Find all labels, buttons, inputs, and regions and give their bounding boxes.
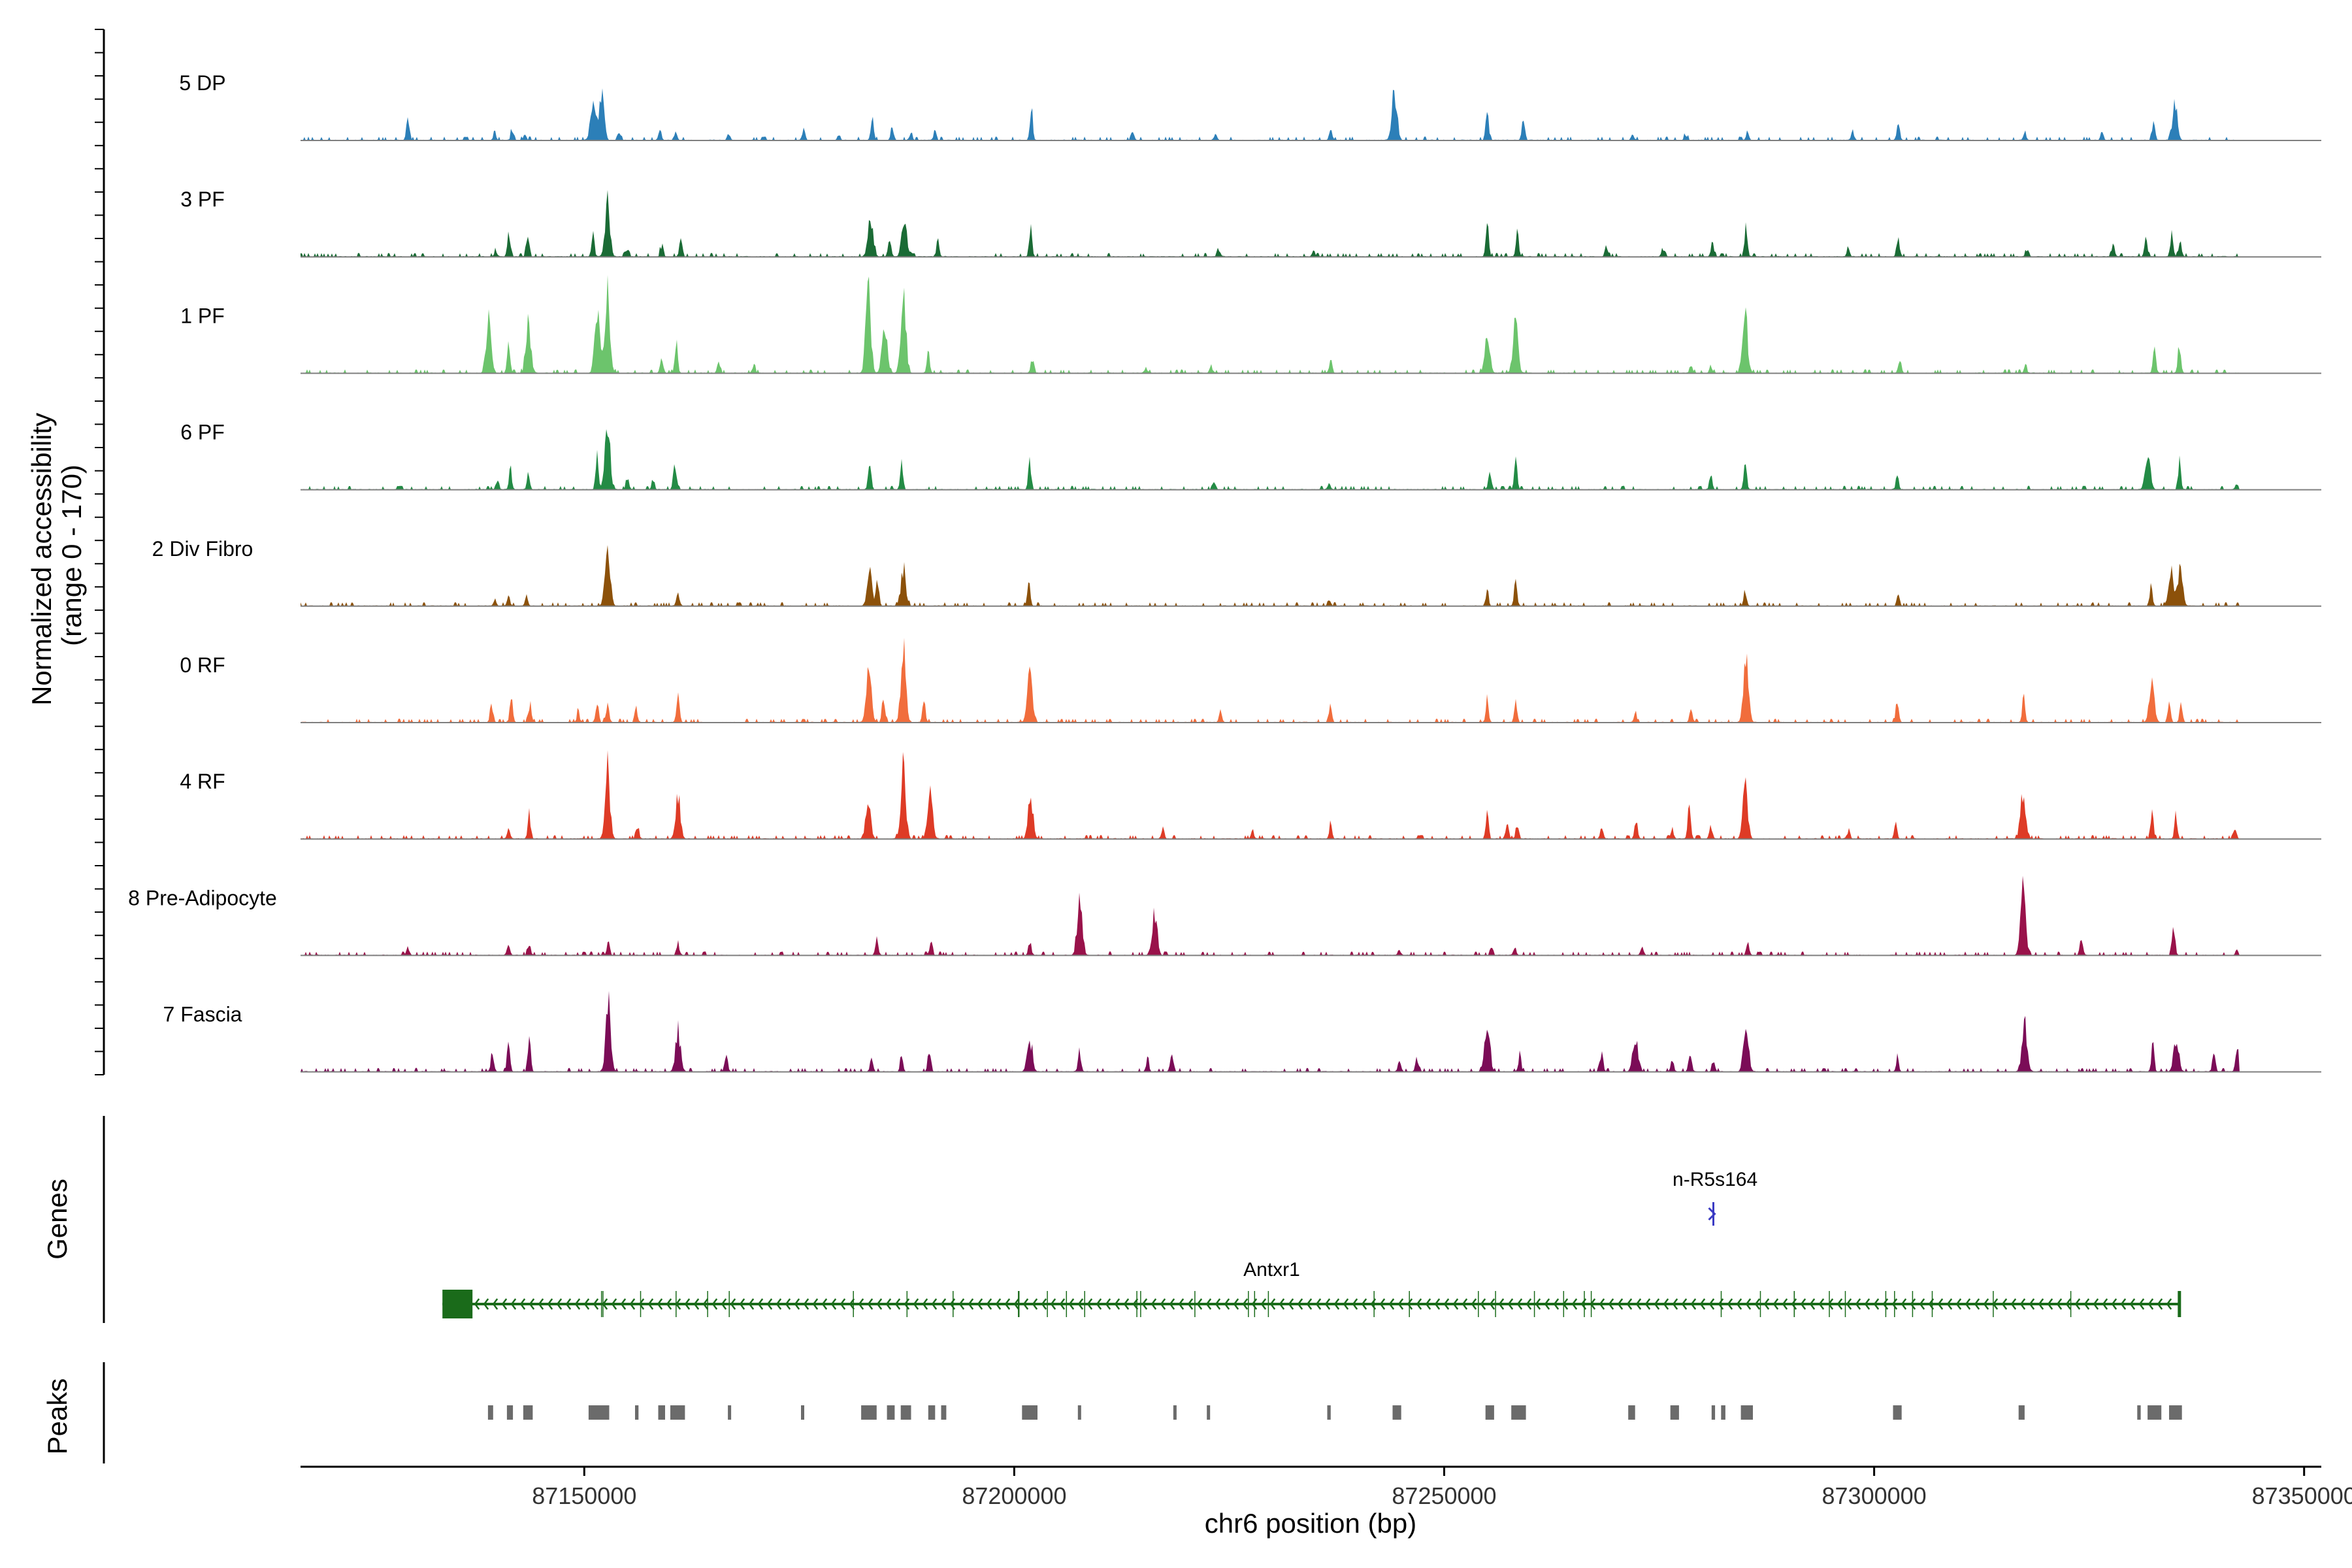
- gene-exon: [442, 1290, 473, 1318]
- peak-region: [2137, 1405, 2141, 1420]
- peak-region: [635, 1405, 639, 1420]
- peak-region: [2169, 1405, 2182, 1420]
- peak-region: [658, 1405, 665, 1420]
- x-tick-label: 87250000: [1392, 1482, 1496, 1509]
- peak-region: [1173, 1405, 1177, 1420]
- peak-region: [887, 1405, 895, 1420]
- peak-regions-panel: [487, 1405, 2182, 1420]
- peak-region: [928, 1405, 936, 1420]
- track-label: 3 PF: [180, 188, 225, 211]
- y-axis-title: Normalized accessibility (range 0 - 170): [26, 405, 87, 706]
- track-5-dp: 5 DP: [179, 71, 2321, 141]
- y-axis-title-line-1: Normalized accessibility: [26, 413, 57, 706]
- genes-panel-title: Genes: [42, 1179, 73, 1260]
- track-0-rf: 0 RF: [180, 638, 2321, 723]
- peak-region: [1327, 1405, 1331, 1420]
- y-axis-title-line-2: (range 0 - 170): [56, 465, 87, 646]
- peak-region: [2018, 1405, 2025, 1420]
- peak-region: [941, 1405, 947, 1420]
- peak-region: [1511, 1405, 1526, 1420]
- gene-label: Antxr1: [1243, 1259, 1300, 1281]
- track-7-fascia: 7 Fascia: [163, 990, 2321, 1073]
- track-1-pf: 1 PF: [180, 274, 2321, 374]
- peak-region: [506, 1405, 514, 1420]
- gene-n-r5s164: n-R5s164: [1673, 1169, 1757, 1226]
- peak-region: [728, 1405, 732, 1420]
- x-axis-title: chr6 position (bp): [1205, 1508, 1417, 1539]
- peak-region: [1670, 1405, 1679, 1420]
- x-axis-ticks: 87150000 87200000 87250000 87300000 87350000: [532, 1467, 2352, 1509]
- peak-region: [1740, 1405, 1753, 1420]
- gene-antxr1: Antxr1: [442, 1259, 2181, 1318]
- x-tick-label: 87150000: [532, 1482, 636, 1509]
- peak-region: [1392, 1405, 1401, 1420]
- track-6-pf: 6 PF: [180, 421, 2321, 491]
- track-label: 7 Fascia: [163, 1003, 242, 1026]
- track-label: 6 PF: [180, 421, 225, 444]
- peak-region: [1077, 1405, 1081, 1420]
- peak-region: [1485, 1405, 1494, 1420]
- gene-label: n-R5s164: [1673, 1169, 1757, 1190]
- peak-region: [2148, 1405, 2162, 1420]
- x-tick-label: 87200000: [962, 1482, 1066, 1509]
- track-4-rf: 4 RF: [180, 750, 2321, 840]
- peak-region: [523, 1405, 533, 1420]
- peak-region: [1628, 1405, 1635, 1420]
- track-2-div-fibro: 2 Div Fibro: [152, 537, 2321, 607]
- track-label: 0 RF: [180, 653, 225, 677]
- peak-region: [1893, 1405, 1902, 1420]
- gene-strand-chevrons: [474, 1298, 2172, 1310]
- x-tick-label: 87350000: [2252, 1482, 2352, 1509]
- x-tick-label: 87300000: [1822, 1482, 1927, 1509]
- track-label: 1 PF: [180, 304, 225, 327]
- peak-region: [588, 1405, 610, 1420]
- track-3-pf: 3 PF: [180, 188, 2321, 258]
- gene-strand-arrow: [1708, 1207, 1716, 1221]
- peak-region: [670, 1405, 685, 1420]
- gene-annotation-panel: n-R5s164 Antxr1: [442, 1169, 2181, 1318]
- coverage-tracks: 5 DP 3 PF 1 PF 6 PF 2 Div Fibro 0 RF 4 RF 8 Pre…: [128, 71, 2321, 1073]
- track-8-pre-adipocyte: 8 Pre-Adipocyte: [128, 875, 2321, 956]
- peaks-panel-title: Peaks: [42, 1379, 73, 1455]
- track-label: 5 DP: [179, 71, 225, 95]
- peak-region: [1022, 1405, 1037, 1420]
- track-label: 2 Div Fibro: [152, 537, 253, 561]
- peak-region: [801, 1405, 804, 1420]
- coverage-area: [301, 88, 2240, 140]
- track-label: 8 Pre-Adipocyte: [128, 886, 277, 909]
- track-label: 4 RF: [180, 770, 225, 793]
- peak-region: [861, 1405, 877, 1420]
- peak-region: [1721, 1405, 1725, 1420]
- peak-region: [1207, 1405, 1211, 1420]
- peak-region: [900, 1405, 911, 1420]
- peak-region: [1711, 1405, 1716, 1420]
- coverage-y-ticks: [95, 29, 104, 1075]
- peak-region: [487, 1405, 493, 1420]
